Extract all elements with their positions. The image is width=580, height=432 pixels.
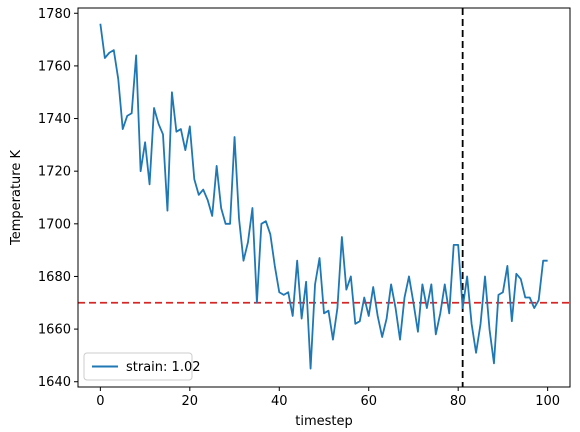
series-layer	[99, 23, 548, 370]
x-tick-label: 80	[450, 394, 467, 409]
x-tick-label: 60	[360, 394, 377, 409]
y-tick-label: 1760	[38, 59, 71, 74]
x-axis-ticks: 0 20 40 60 80 100	[96, 387, 560, 409]
series-line	[99, 23, 548, 370]
x-tick-label: 100	[535, 394, 560, 409]
y-tick-label: 1740	[38, 112, 71, 127]
y-tick-label: 1780	[38, 7, 71, 22]
legend: strain: 1.02	[83, 352, 201, 381]
y-tick-label: 1700	[38, 217, 71, 232]
axes-frame	[77, 7, 571, 388]
y-tick-label: 1680	[38, 270, 71, 285]
x-axis-title: timestep	[295, 414, 353, 429]
y-tick-label: 1640	[38, 375, 71, 390]
legend-box	[83, 352, 193, 381]
y-axis-title: Temperature K	[9, 150, 24, 246]
y-tick-label: 1720	[38, 165, 71, 180]
y-axis-ticks: 1640 1660 1680 1700 1720 1740 1760 1780	[38, 7, 78, 390]
x-tick-label: 20	[182, 394, 199, 409]
y-tick-label: 1660	[38, 323, 71, 338]
legend-label: strain: 1.02	[126, 360, 201, 375]
x-tick-label: 0	[96, 394, 104, 409]
x-tick-label: 40	[271, 394, 288, 409]
